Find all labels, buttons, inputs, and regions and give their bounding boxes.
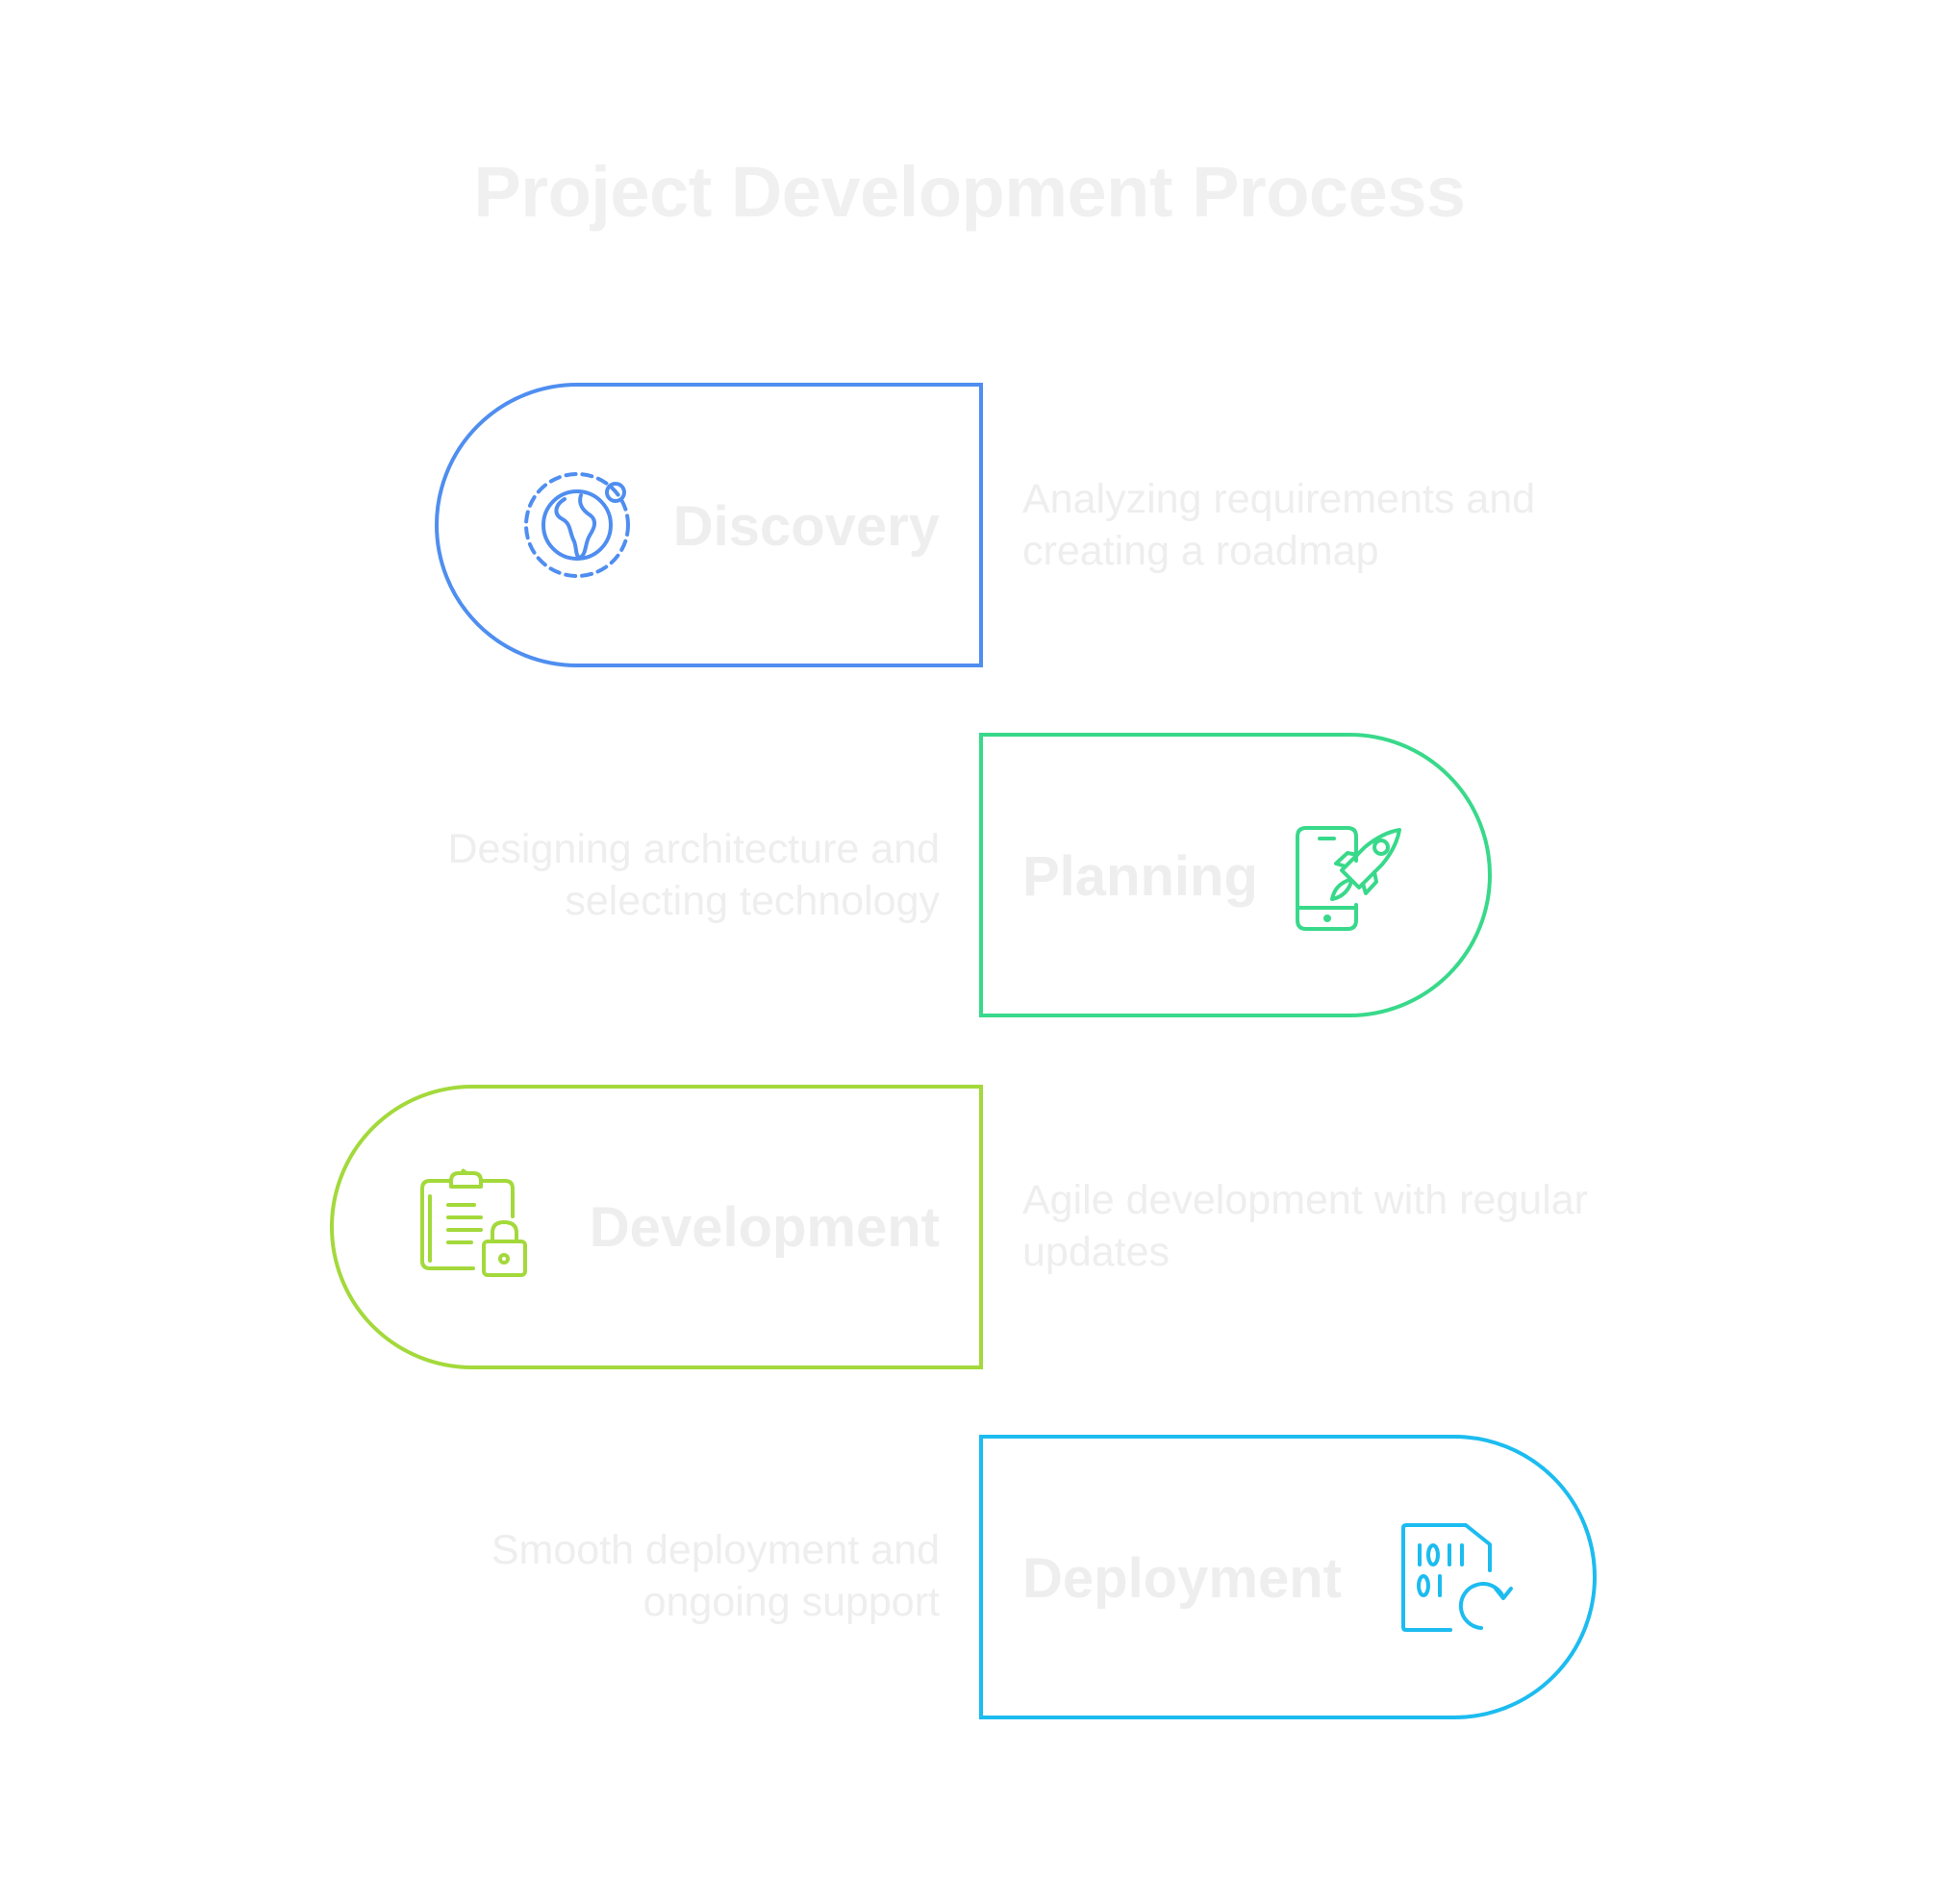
description-deployment-line1: Smooth deployment and <box>491 1527 940 1573</box>
stage-label-deployment: Deployment <box>1022 1547 1342 1610</box>
description-deployment: Smooth deployment and ongoing support <box>266 1524 940 1628</box>
stage-label-development: Development <box>590 1196 940 1259</box>
stage-label-discovery: Discovery <box>673 495 940 558</box>
stage-deployment: Deployment <box>979 1435 1597 1719</box>
description-discovery-line1: Analyzing requirements and <box>1022 476 1536 522</box>
discovery-box <box>435 383 983 667</box>
description-planning: Designing architecture and selecting tec… <box>266 823 940 927</box>
description-planning-line1: Designing architecture and <box>447 826 940 872</box>
page-title: Project Development Process <box>473 152 1466 232</box>
globe-orbit-icon <box>524 472 630 578</box>
binary-file-refresh-icon <box>1401 1523 1513 1632</box>
stage-development: Development <box>330 1085 983 1369</box>
clipboard-lock-icon <box>420 1168 527 1277</box>
description-planning-line2: selecting technology <box>565 878 940 924</box>
description-development: Agile development with regular updates <box>1022 1174 1696 1278</box>
planning-box <box>979 733 1492 1017</box>
stage-discovery: Discovery <box>435 383 983 667</box>
development-box <box>330 1085 983 1369</box>
description-development-line2: updates <box>1022 1229 1171 1275</box>
mobile-rocket-icon <box>1296 826 1401 931</box>
description-development-line1: Agile development with regular <box>1022 1177 1588 1223</box>
stage-label-planning: Planning <box>1022 845 1258 908</box>
deployment-box <box>979 1435 1597 1719</box>
description-deployment-line2: ongoing support <box>642 1579 940 1625</box>
description-discovery-line2: creating a roadmap <box>1022 528 1379 574</box>
stage-planning: Planning <box>979 733 1492 1017</box>
description-discovery: Analyzing requirements and creating a ro… <box>1022 473 1696 577</box>
